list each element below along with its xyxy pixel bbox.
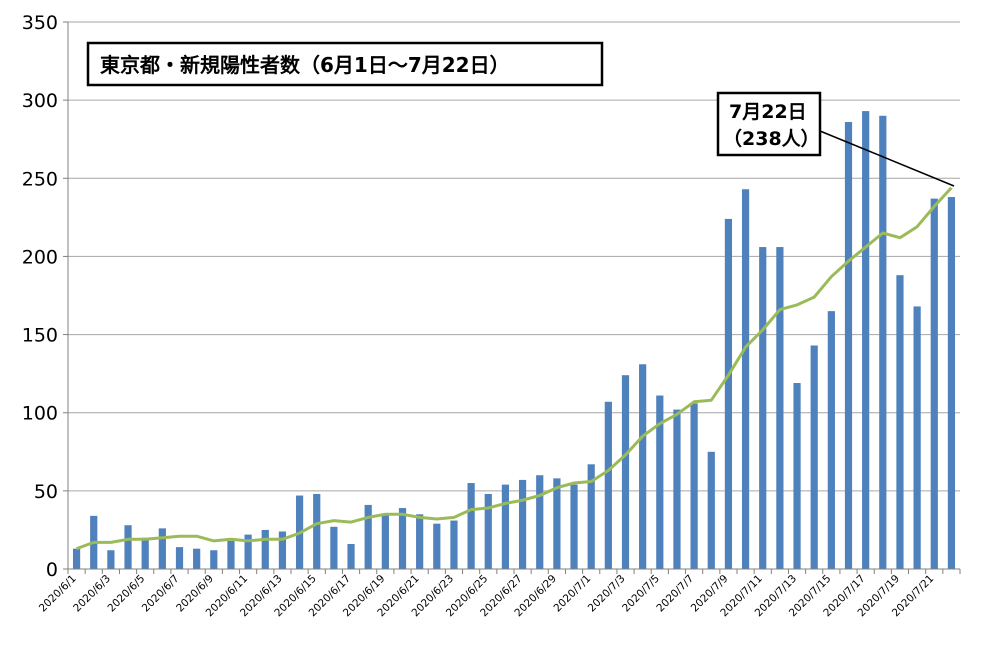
bar bbox=[587, 464, 595, 569]
bar bbox=[381, 514, 389, 569]
bar bbox=[398, 508, 407, 569]
moving-average-line bbox=[76, 186, 953, 551]
bar bbox=[844, 122, 853, 569]
callout-leader-line bbox=[819, 130, 955, 187]
bar bbox=[862, 111, 870, 569]
bar bbox=[484, 493, 492, 569]
chart-title-box: 東京都・新規陽性者数（6月1日～7月22日） bbox=[86, 41, 604, 87]
bar bbox=[124, 525, 132, 569]
chart-title: 東京都・新規陽性者数（6月1日～7月22日） bbox=[100, 53, 510, 77]
bar bbox=[313, 493, 321, 569]
y-tick-label: 150 bbox=[22, 325, 58, 347]
bar bbox=[621, 375, 630, 569]
callout-date: 7月22日 bbox=[729, 101, 807, 123]
bar bbox=[158, 528, 166, 569]
bar bbox=[72, 548, 81, 569]
y-tick-label: 0 bbox=[46, 559, 58, 581]
bar bbox=[553, 478, 561, 569]
bar bbox=[879, 115, 887, 570]
bar bbox=[261, 529, 269, 569]
y-tick-label: 350 bbox=[22, 12, 58, 34]
bar bbox=[896, 275, 904, 569]
bar bbox=[947, 197, 956, 570]
callout-count: （238人） bbox=[723, 127, 820, 150]
bar bbox=[193, 548, 201, 569]
bar bbox=[707, 451, 715, 569]
bar bbox=[107, 550, 115, 569]
bar bbox=[175, 547, 184, 569]
bar bbox=[690, 403, 698, 569]
bar bbox=[827, 311, 835, 569]
bar bbox=[244, 534, 252, 569]
bar bbox=[501, 484, 510, 569]
y-tick-label: 200 bbox=[22, 246, 58, 268]
bar bbox=[724, 218, 733, 570]
bar bbox=[347, 543, 355, 569]
bar bbox=[656, 395, 664, 569]
bar bbox=[364, 504, 372, 569]
bar-series bbox=[72, 111, 956, 570]
bar bbox=[450, 520, 458, 569]
y-tick-label: 300 bbox=[22, 90, 58, 112]
bar bbox=[810, 345, 818, 569]
bar bbox=[433, 523, 441, 569]
bar bbox=[570, 484, 578, 569]
y-tick-label: 250 bbox=[22, 168, 58, 190]
bar bbox=[673, 409, 681, 569]
bar bbox=[416, 514, 424, 569]
bar bbox=[278, 531, 287, 569]
gridlines bbox=[68, 21, 960, 570]
bar bbox=[776, 247, 784, 569]
line-series bbox=[76, 186, 953, 551]
callout-annotation: 7月22日 （238人） bbox=[716, 91, 955, 187]
bar bbox=[467, 483, 475, 569]
bar bbox=[930, 198, 938, 570]
bar bbox=[639, 364, 647, 569]
bar bbox=[604, 401, 612, 569]
bar bbox=[741, 189, 750, 569]
bar bbox=[141, 537, 149, 569]
bar bbox=[913, 306, 921, 569]
bar bbox=[793, 383, 801, 569]
bar bbox=[227, 540, 235, 569]
bar bbox=[518, 479, 527, 569]
x-axis: 2020/6/12020/6/32020/6/52020/6/72020/6/9… bbox=[37, 568, 961, 619]
bar bbox=[536, 475, 544, 569]
y-tick-label: 100 bbox=[22, 403, 58, 425]
y-tick-label: 50 bbox=[34, 481, 58, 503]
bar bbox=[210, 550, 218, 569]
bar bbox=[330, 526, 338, 569]
callout-box bbox=[716, 91, 822, 157]
y-axis: 0 50 100 150 200 250 300 350 bbox=[22, 12, 69, 581]
bar bbox=[759, 247, 767, 569]
